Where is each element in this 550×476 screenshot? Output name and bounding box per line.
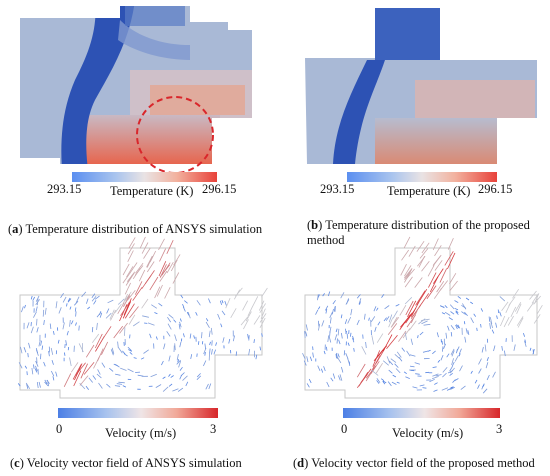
colorbar-label: Temperature (K) <box>387 184 471 198</box>
colorbar-max: 3 <box>210 422 217 436</box>
caption-text: Velocity vector field of ANSYS simulatio… <box>23 456 242 470</box>
caption-a: (a) Temperature distribution of ANSYS si… <box>8 222 263 236</box>
temperature-colorbar <box>347 172 497 182</box>
colorbar-label: Temperature (K) <box>110 184 194 198</box>
velocity-vectors <box>302 236 543 394</box>
caption-d: (d) Velocity vector field of the propose… <box>293 456 535 470</box>
colorbar-label: Velocity (m/s) <box>392 426 464 440</box>
caption-b: (b) Temperature distribution of the prop… <box>307 218 530 247</box>
caption-text: Velocity vector field of the proposed me… <box>308 456 535 470</box>
colorbar-max: 3 <box>496 422 503 436</box>
colorbar-min: 0 <box>341 422 348 436</box>
colorbar-min: 293.15 <box>47 182 82 196</box>
colorbar-label: Velocity (m/s) <box>105 426 177 440</box>
caption-letter: c <box>14 456 20 470</box>
panel-b: 293.15 296.15 Temperature (K) (b) Temper… <box>275 0 550 247</box>
colorbar-min: 0 <box>56 422 63 436</box>
colorbar-max: 296.15 <box>478 182 513 196</box>
velocity-colorbar <box>343 408 500 418</box>
panel-c: 0 3 Velocity (m/s) (c) Velocity vector f… <box>0 236 275 476</box>
velocity-field-proposed <box>302 236 543 399</box>
colorbar-max: 296.15 <box>202 182 237 196</box>
colorbar-min: 293.15 <box>320 182 355 196</box>
caption-letter: d <box>297 456 305 470</box>
highlight-circle <box>136 96 214 174</box>
caption-text-line2: method <box>307 233 345 247</box>
panel-a: 293.15 296.15 Temperature (K) (a) Temper… <box>0 0 275 245</box>
caption-letter: b <box>311 218 319 232</box>
temperature-field-proposed <box>305 8 537 164</box>
caption-text: Temperature distribution of ANSYS simula… <box>22 222 263 236</box>
velocity-colorbar <box>58 408 218 418</box>
caption-letter: a <box>12 222 19 236</box>
temperature-colorbar <box>72 172 217 182</box>
velocity-field-ansys <box>17 236 268 399</box>
panel-d: 0 3 Velocity (m/s) (d) Velocity vector f… <box>275 236 550 476</box>
caption-c: (c) Velocity vector field of ANSYS simul… <box>10 456 242 470</box>
velocity-vectors <box>17 236 268 392</box>
temperature-field-ansys <box>20 6 252 174</box>
caption-text: Temperature distribution of the proposed <box>322 218 530 232</box>
